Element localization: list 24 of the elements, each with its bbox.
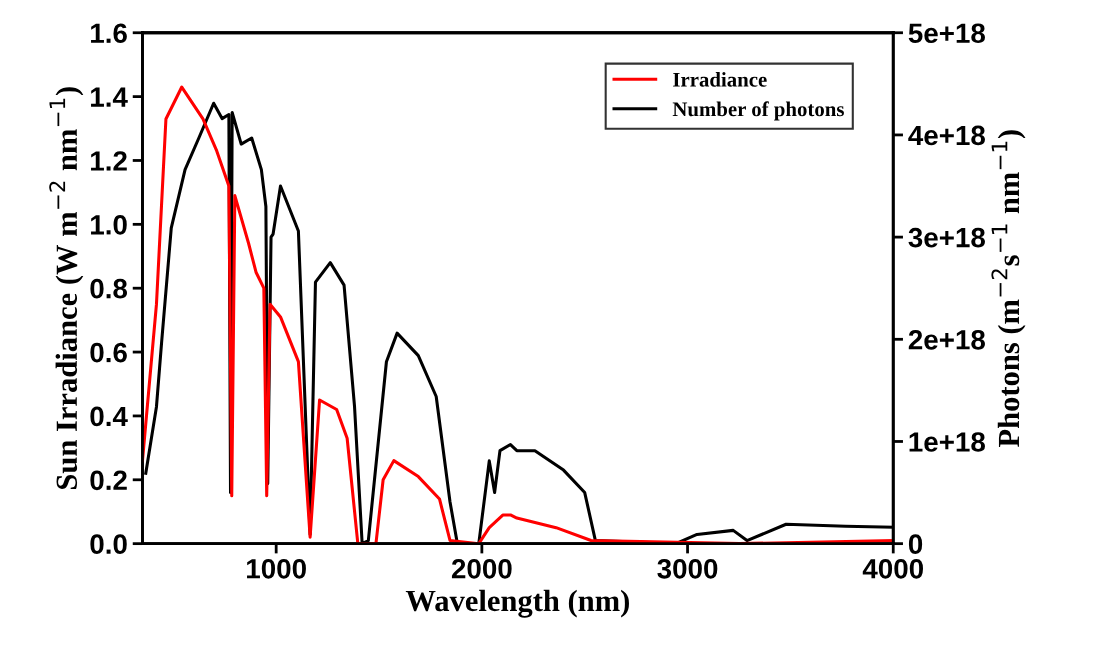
- y-tick-label: 0.2: [90, 470, 127, 491]
- legend-label: Number of photons: [672, 101, 844, 121]
- legend-label: Irradiance: [673, 72, 767, 87]
- y-axis-title: Sun Irradiance (W m$^{−2}$ nm$^{−1}$): [49, 87, 84, 489]
- y-tick-label: 0.0: [90, 534, 127, 554]
- y2-tick-label: 0: [908, 534, 923, 554]
- y2-tick-label: 2e+18: [908, 329, 985, 350]
- y2-tick-label: 1e+18: [909, 432, 985, 452]
- y-tick-label: 0.6: [90, 342, 127, 363]
- y-tick-label: 1.6: [91, 23, 127, 44]
- x-tick-label: 3000: [657, 558, 718, 579]
- y2-axis-title: Photons (m$^{−2}$s$^{−1}$ nm$^{−1}$): [991, 130, 1026, 448]
- x-tick-label: 4000: [862, 558, 923, 579]
- x-axis-title: Wavelength (nm): [405, 589, 629, 618]
- y-tick-label: 0.8: [90, 278, 128, 299]
- y-tick-label: 1.4: [91, 87, 128, 107]
- y-tick-label: 1.2: [91, 151, 127, 171]
- y2-tick-label: 3e+18: [908, 227, 985, 248]
- y-tick-label: 0.4: [90, 406, 128, 427]
- y2-tick-label: 4e+18: [908, 125, 985, 146]
- y-tick-label: 1.0: [91, 215, 127, 235]
- y2-tick-label: 5e+18: [908, 23, 985, 44]
- x-tick-label: 2000: [451, 558, 512, 579]
- x-tick-label: 1000: [247, 558, 306, 579]
